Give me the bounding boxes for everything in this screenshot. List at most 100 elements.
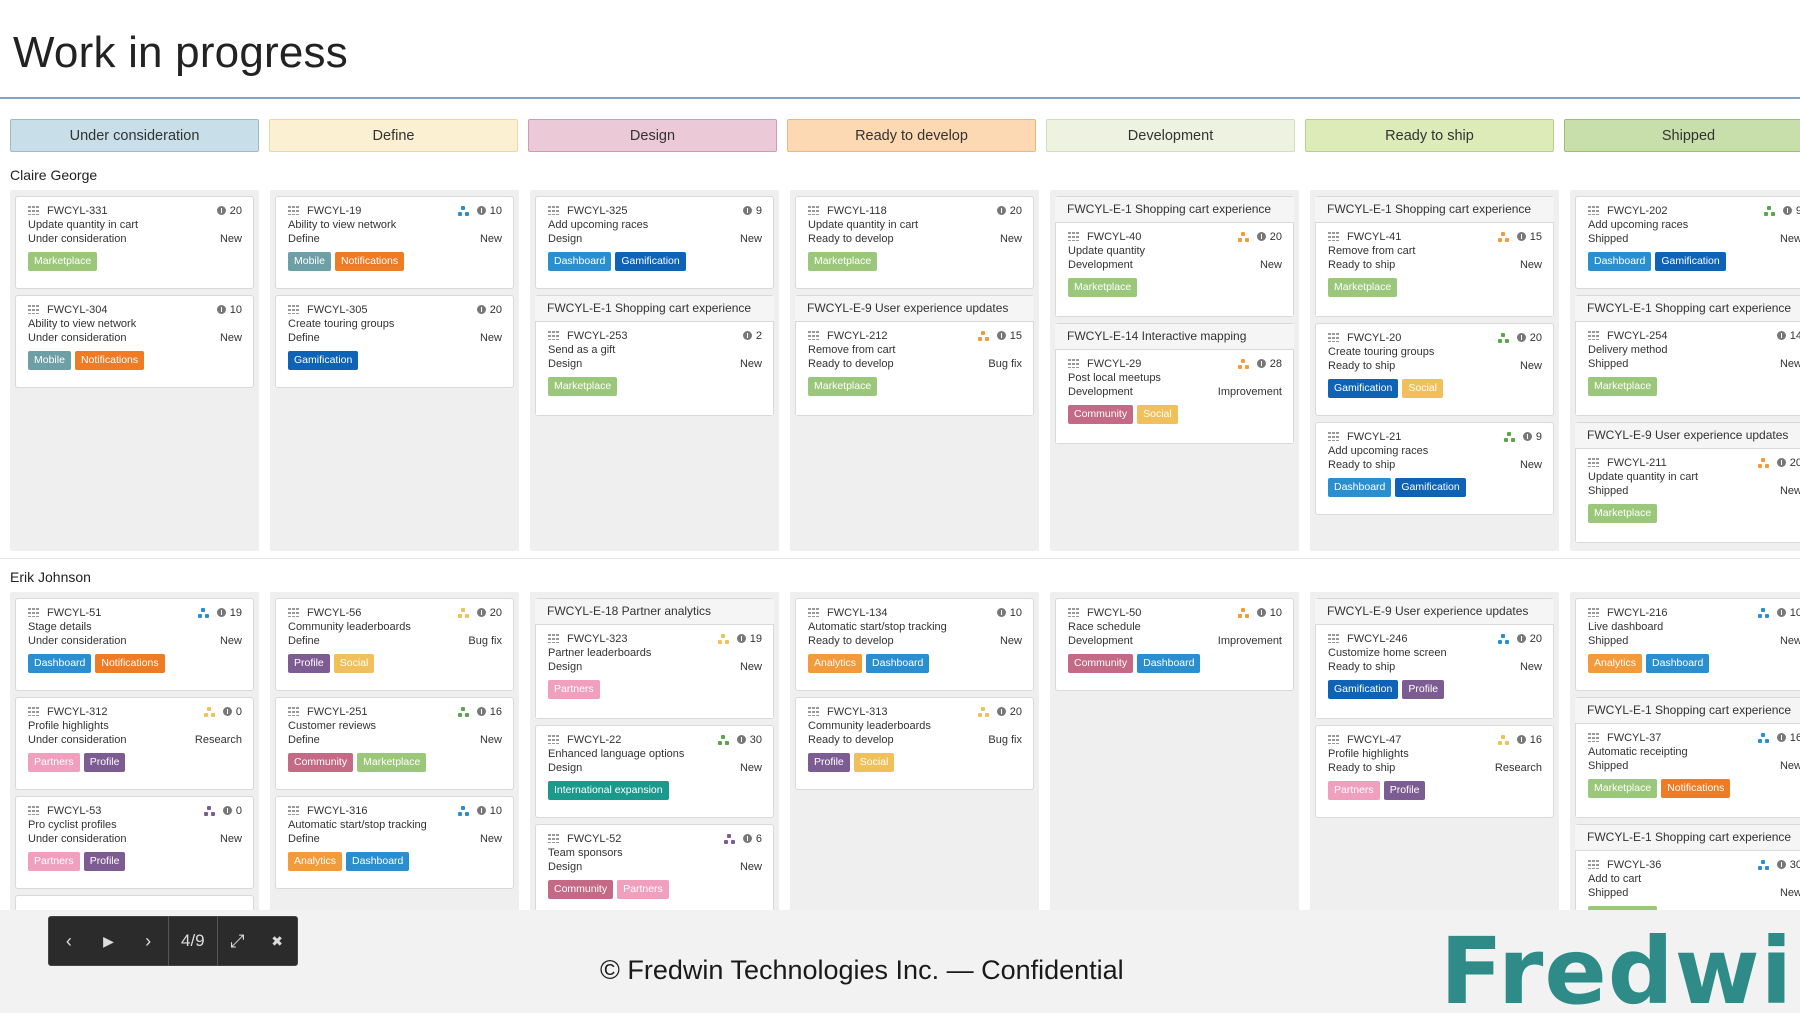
feature-name[interactable]: Update quantity in cart (1588, 471, 1699, 483)
tag-community[interactable]: Community (548, 880, 614, 899)
feature-card[interactable]: FWCYL-40 20 Update quantity Development New M… (1056, 223, 1293, 316)
drag-handle-icon[interactable] (1588, 733, 1599, 742)
feature-key[interactable]: FWCYL-216 (1607, 606, 1668, 619)
feature-name[interactable]: Team sponsors (548, 847, 623, 859)
drag-handle-icon[interactable] (1068, 359, 1079, 368)
feature-card[interactable]: FWCYL-251 16 Customer reviews Define New Comm… (275, 697, 514, 790)
epic-header[interactable]: FWCYL-E-18 Partner analytics (535, 599, 774, 625)
feature-card[interactable]: FWCYL-304 10 Ability to view network Under … (15, 295, 254, 388)
feature-card[interactable]: FWCYL-29 28 Post local meetups Development I… (1056, 350, 1293, 443)
tag-marketplace[interactable]: Marketplace (1588, 377, 1658, 396)
feature-card[interactable]: FWCYL-134 10 Automatic start/stop tracking… (795, 598, 1034, 691)
feature-key[interactable]: FWCYL-202 (1607, 204, 1668, 217)
feature-card[interactable]: FWCYL-56 20 Community leaderboards Define Bu… (275, 598, 514, 691)
feature-name[interactable]: Live dashboard (1588, 621, 1664, 633)
next-slide-button[interactable]: › (145, 930, 152, 951)
feature-name[interactable]: Race schedule (1068, 621, 1141, 633)
feature-card[interactable]: FWCYL-323 19 Partner leaderboards Design New… (536, 625, 773, 718)
tag-dashboard[interactable]: Dashboard (28, 654, 92, 673)
tag-marketplace[interactable]: Marketplace (808, 252, 878, 271)
epic-header[interactable]: FWCYL-E-1 Shopping cart experience (1055, 197, 1294, 223)
epic-header[interactable]: FWCYL-E-1 Shopping cart experience (1575, 296, 1800, 322)
feature-card[interactable]: FWCYL-19 10 Ability to view network Define N… (275, 196, 514, 289)
drag-handle-icon[interactable] (808, 608, 819, 617)
tag-international-expansion[interactable]: International expansion (548, 781, 669, 800)
feature-name[interactable]: Community leaderboards (808, 720, 931, 732)
tag-community[interactable]: Community (288, 753, 354, 772)
feature-name[interactable]: Add upcoming races (1588, 219, 1689, 231)
tag-notifications[interactable]: Notifications (1661, 779, 1731, 798)
feature-name[interactable]: Automatic receipting (1588, 746, 1688, 758)
feature-name[interactable]: Remove from cart (1328, 245, 1416, 257)
tag-profile[interactable]: Profile (1383, 781, 1426, 800)
feature-name[interactable]: Add to cart (1588, 873, 1642, 885)
tag-profile[interactable]: Profile (808, 753, 850, 772)
tag-profile[interactable]: Profile (288, 654, 330, 673)
feature-key[interactable]: FWCYL-254 (1607, 329, 1668, 342)
feature-key[interactable]: FWCYL-53 (47, 804, 102, 817)
feature-key[interactable]: FWCYL-118 (827, 204, 887, 217)
feature-card[interactable]: FWCYL-253 2 Send as a gift Design New Marketp… (536, 322, 773, 415)
feature-key[interactable]: FWCYL-312 (47, 705, 108, 718)
feature-card[interactable]: FWCYL-20 20 Create touring groups Ready to … (1315, 323, 1554, 416)
drag-handle-icon[interactable] (808, 206, 819, 215)
feature-card[interactable]: FWCYL-41 15 Remove from cart Ready to ship N… (1316, 223, 1553, 316)
feature-card[interactable]: FWCYL-53 0 Pro cyclist profiles Under consi… (15, 796, 254, 889)
feature-key[interactable]: FWCYL-253 (567, 329, 628, 342)
epic-header[interactable]: FWCYL-E-9 User experience updates (795, 296, 1034, 322)
drag-handle-icon[interactable] (288, 806, 299, 815)
epic-header[interactable]: FWCYL-E-14 Interactive mapping (1055, 324, 1294, 350)
epic-header[interactable]: FWCYL-E-9 User experience updates (1315, 599, 1554, 625)
tag-partners[interactable]: Partners (1328, 781, 1380, 800)
feature-name[interactable]: Delivery method (1588, 344, 1668, 356)
feature-key[interactable]: FWCYL-304 (47, 303, 108, 316)
feature-key[interactable]: FWCYL-20 (1347, 331, 1402, 344)
feature-card[interactable]: FWCYL-312 0 Profile highlights Under consid… (15, 697, 254, 790)
feature-key[interactable]: FWCYL-316 (307, 804, 368, 817)
feature-key[interactable]: FWCYL-251 (307, 705, 368, 718)
feature-key[interactable]: FWCYL-211 (1607, 456, 1667, 469)
tag-mobile[interactable]: Mobile (288, 252, 331, 271)
drag-handle-icon[interactable] (28, 206, 39, 215)
feature-card[interactable]: FWCYL-22 30 Enhanced language options Desig… (535, 725, 774, 818)
tag-dashboard[interactable]: Dashboard (1328, 478, 1392, 497)
feature-name[interactable]: Pro cyclist profiles (28, 819, 117, 831)
tag-analytics[interactable]: Analytics (808, 654, 863, 673)
drag-handle-icon[interactable] (28, 707, 39, 716)
feature-name[interactable]: Profile highlights (28, 720, 109, 732)
feature-key[interactable]: FWCYL-134 (827, 606, 888, 619)
feature-key[interactable]: FWCYL-52 (567, 832, 622, 845)
feature-name[interactable]: Ability to view network (28, 318, 137, 330)
feature-name[interactable]: Update quantity (1068, 245, 1146, 257)
feature-card[interactable]: FWCYL-118 20 Update quantity in cart Ready … (795, 196, 1034, 289)
tag-dashboard[interactable]: Dashboard (1588, 252, 1652, 271)
drag-handle-icon[interactable] (548, 206, 559, 215)
drag-handle-icon[interactable] (548, 834, 559, 843)
feature-card[interactable]: FWCYL-331 20 Update quantity in cart Under … (15, 196, 254, 289)
tag-partners[interactable]: Partners (617, 880, 669, 899)
tag-profile[interactable]: Profile (1402, 680, 1445, 699)
epic-header[interactable]: FWCYL-E-1 Shopping cart experience (1575, 698, 1800, 724)
feature-name[interactable]: Stage details (28, 621, 92, 633)
tag-social[interactable]: Social (1402, 379, 1443, 398)
tag-marketplace[interactable]: Marketplace (1328, 278, 1398, 297)
tag-profile[interactable]: Profile (83, 852, 126, 871)
feature-card[interactable]: FWCYL-216 10 Live dashboard Shipped New Analy… (1575, 598, 1800, 691)
feature-card[interactable]: FWCYL-50 10 Race schedule Development Improv… (1055, 598, 1294, 691)
feature-key[interactable]: FWCYL-212 (827, 329, 888, 342)
drag-handle-icon[interactable] (288, 206, 299, 215)
tag-marketplace[interactable]: Marketplace (548, 377, 618, 396)
tag-social[interactable]: Social (1137, 405, 1178, 424)
drag-handle-icon[interactable] (288, 608, 299, 617)
tag-dashboard[interactable]: Dashboard (1137, 654, 1201, 673)
tag-gamification[interactable]: Gamification (1655, 252, 1726, 271)
tag-marketplace[interactable]: Marketplace (357, 753, 427, 772)
feature-card[interactable]: FWCYL-316 10 Automatic start/stop tracking… (275, 796, 514, 889)
drag-handle-icon[interactable] (1588, 608, 1599, 617)
feature-card[interactable]: FWCYL-51 19 Stage details Under considerati… (15, 598, 254, 691)
tag-partners[interactable]: Partners (28, 852, 80, 871)
feature-name[interactable]: Community leaderboards (288, 621, 411, 633)
drag-handle-icon[interactable] (1588, 458, 1599, 467)
feature-name[interactable]: Enhanced language options (548, 748, 685, 760)
drag-handle-icon[interactable] (808, 331, 819, 340)
